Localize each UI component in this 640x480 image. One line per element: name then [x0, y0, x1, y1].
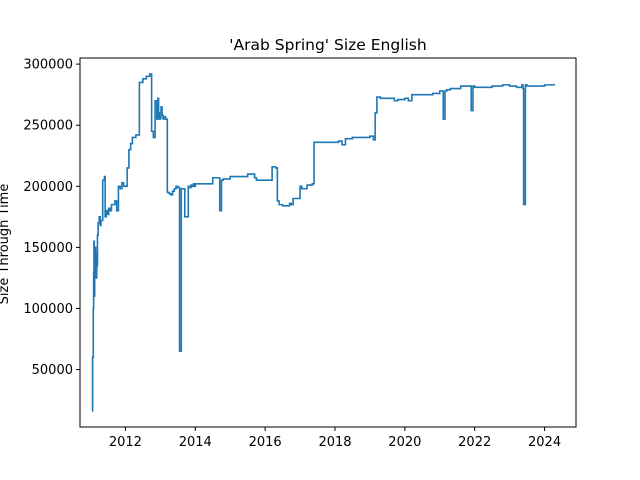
x-tick-label: 2012: [109, 435, 142, 450]
x-tick-label: 2020: [388, 435, 421, 450]
plot-area-frame: [79, 57, 577, 428]
series-line: [91, 73, 556, 412]
x-tick-label: 2016: [249, 435, 282, 450]
y-tick-label: 150000: [23, 241, 73, 256]
y-axis-label: Size Through Time: [0, 184, 12, 305]
x-axis-ticks: 2012 2014 2016 2018 2020 2022 2024: [109, 427, 561, 450]
y-tick-label: 200000: [23, 180, 73, 195]
y-axis-ticks: 50000 100000 150000 200000 250000 300000: [23, 58, 80, 378]
x-tick-label: 2014: [179, 435, 212, 450]
x-tick-label: 2018: [318, 435, 351, 450]
y-tick-label: 50000: [32, 363, 73, 378]
y-tick-label: 250000: [23, 119, 73, 134]
y-tick-label: 300000: [23, 58, 73, 73]
x-tick-label: 2022: [458, 435, 491, 450]
x-tick-label: 2024: [528, 435, 561, 450]
y-tick-label: 100000: [23, 302, 73, 317]
chart-title: 'Arab Spring' Size English: [229, 36, 426, 54]
